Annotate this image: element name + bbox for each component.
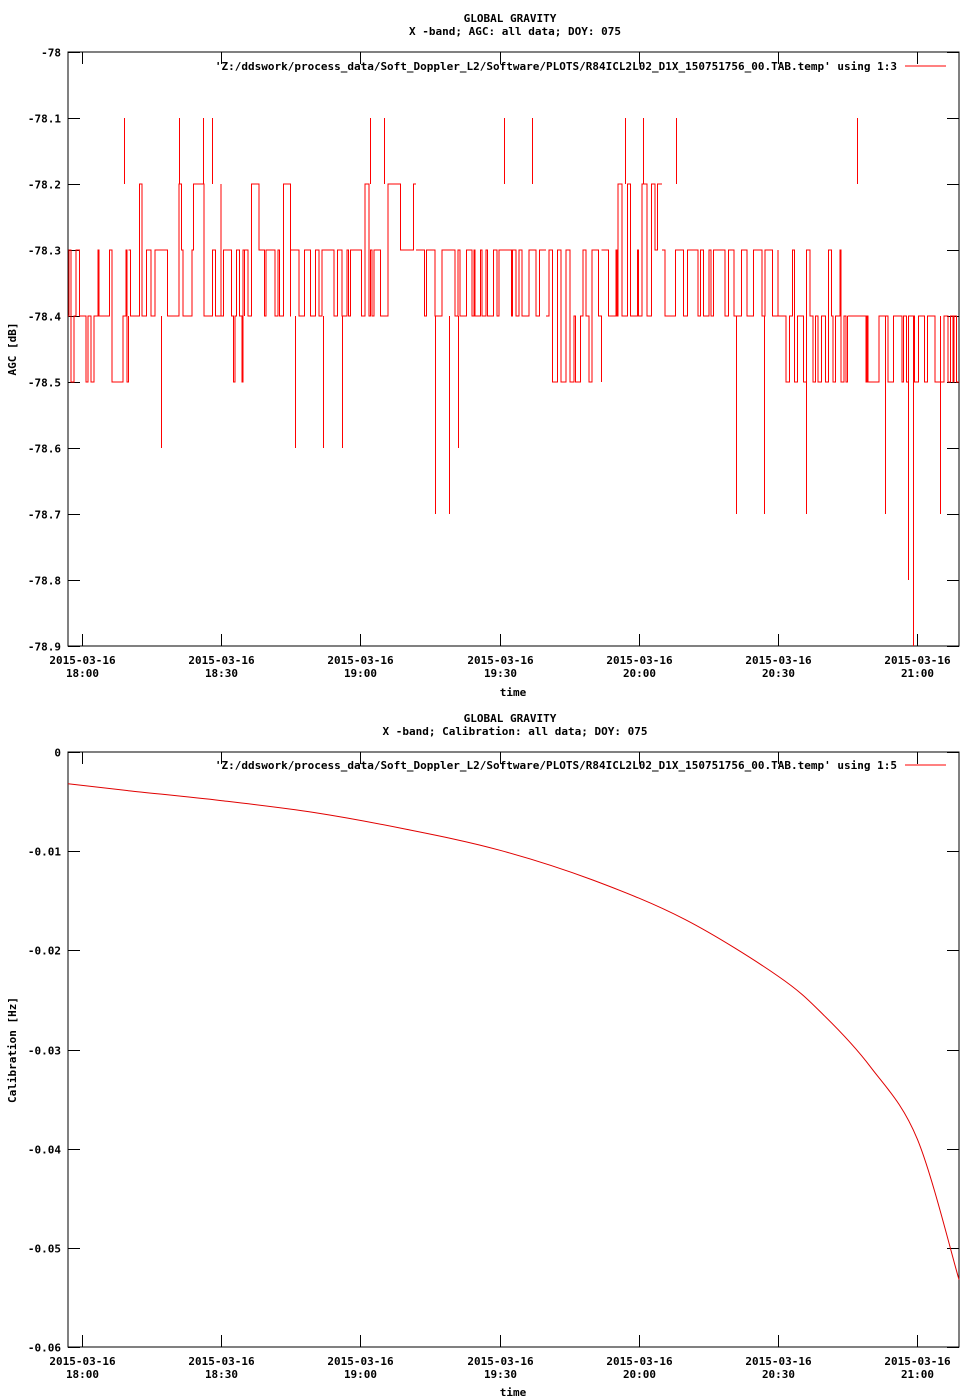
x-tick-label: 2015-03-16 18:00 (49, 1355, 116, 1381)
y-tick-label: -0.01 (28, 846, 61, 859)
y-tick-label: -78.9 (28, 641, 61, 654)
y-tick-label: -0.05 (28, 1243, 61, 1256)
y-tick-label: -0.06 (28, 1342, 61, 1355)
plot-frame (67, 51, 960, 647)
y-axis: 0 -0.01 -0.02 -0.03 -0.04 -0.05 -0.06 (28, 747, 959, 1355)
y-axis-label: AGC [dB] (6, 323, 19, 376)
y-tick-label: -78 (41, 47, 61, 60)
x-tick-label: 2015-03-16 18:30 (188, 654, 255, 680)
y-axis-label: Calibration [Hz] (6, 997, 19, 1103)
x-tick-label: 2015-03-16 18:30 (188, 1355, 255, 1381)
x-tick-label: 2015-03-16 21:00 (884, 654, 951, 680)
chart-subtitle: X -band; Calibration: all data; DOY: 075 (383, 725, 648, 738)
y-tick-label: -78.8 (28, 575, 61, 588)
y-tick-label: -0.03 (28, 1045, 61, 1058)
x-tick-label: 2015-03-16 20:30 (745, 1355, 812, 1381)
y-tick-label: -78.6 (28, 443, 61, 456)
y-axis: -78 -78.1 -78.2 -78.3 -78.4 -78.5 -78.6 -78.7 -7… (28, 47, 959, 654)
x-tick-label: 2015-03-16 19:30 (467, 1355, 534, 1381)
x-tick-label: 2015-03-16 19:00 (327, 1355, 394, 1381)
x-tick-label: 2015-03-16 19:00 (327, 654, 394, 680)
x-tick-label: 2015-03-16 18:00 (49, 654, 116, 680)
y-tick-label: -78.5 (28, 377, 61, 390)
x-axis-label: time (500, 1386, 527, 1399)
legend-entry: 'Z:/ddswork/process_data/Soft_Doppler_L2… (215, 759, 897, 772)
y-tick-label: -0.02 (28, 945, 61, 958)
x-tick-label: 2015-03-16 20:00 (606, 654, 673, 680)
chart-title: GLOBAL GRAVITY (464, 12, 557, 25)
calibration-line (67, 783, 960, 1280)
chart-subtitle: X -band; AGC: all data; DOY: 075 (409, 25, 621, 38)
chart-agc: GLOBAL GRAVITY X -band; AGC: all data; D… (6, 12, 960, 699)
y-tick-label: -78.2 (28, 179, 61, 192)
y-tick-label: 0 (54, 747, 61, 760)
y-tick-label: -78.3 (28, 245, 61, 258)
y-tick-label: -78.1 (28, 113, 61, 126)
x-axis-label: time (500, 686, 527, 699)
x-tick-label: 2015-03-16 20:30 (745, 654, 812, 680)
x-tick-label: 2015-03-16 20:00 (606, 1355, 673, 1381)
y-tick-label: -78.7 (28, 509, 61, 522)
y-tick-label: -0.04 (28, 1144, 61, 1157)
legend: 'Z:/ddswork/process_data/Soft_Doppler_L2… (215, 759, 946, 772)
legend: 'Z:/ddswork/process_data/Soft_Doppler_L2… (215, 60, 946, 73)
plot-frame (67, 751, 960, 1348)
series-calibration (67, 783, 960, 1280)
x-tick-label: 2015-03-16 21:00 (884, 1355, 951, 1381)
legend-entry: 'Z:/ddswork/process_data/Soft_Doppler_L2… (215, 60, 897, 73)
series-agc (68, 118, 959, 646)
chart-calibration: GLOBAL GRAVITY X -band; Calibration: all… (6, 712, 960, 1399)
x-tick-label: 2015-03-16 19:30 (467, 654, 534, 680)
x-axis: 2015-03-16 18:00 2015-03-16 18:30 2015-03-16… (49, 752, 951, 1381)
y-tick-label: -78.4 (28, 311, 61, 324)
agc-trace (68, 183, 959, 383)
x-axis: 2015-03-16 18:00 2015-03-16 18:30 2015-03-16… (49, 52, 951, 680)
chart-title: GLOBAL GRAVITY (464, 712, 557, 725)
